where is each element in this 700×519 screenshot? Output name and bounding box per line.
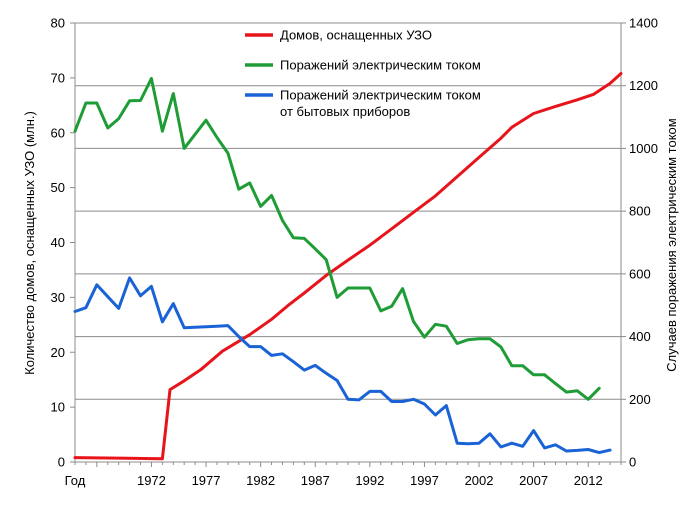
- right-y-axis: 0 200 400 600 800 1000 1200 1400: [621, 16, 658, 470]
- x-tick-label: 2007: [519, 473, 548, 488]
- right-tick-label: 1000: [629, 141, 658, 156]
- x-tick-label: 1992: [355, 473, 384, 488]
- left-tick-label: 40: [51, 235, 65, 250]
- left-tick-label: 60: [51, 125, 65, 140]
- x-tick-label: Год: [65, 473, 86, 488]
- left-tick-label: 70: [51, 70, 65, 85]
- left-tick-label: 10: [51, 400, 65, 415]
- x-tick-label: 2002: [465, 473, 494, 488]
- x-tick-label: 1987: [301, 473, 330, 488]
- right-tick-label: 600: [629, 266, 651, 281]
- right-tick-label: 0: [629, 455, 636, 470]
- left-y-axis: 0 10 20 30 40 50 60 70 80: [51, 16, 75, 470]
- left-tick-label: 30: [51, 290, 65, 305]
- x-tick-label: 1977: [192, 473, 221, 488]
- series-lines: [73, 72, 623, 461]
- x-tick-label: 1997: [410, 473, 439, 488]
- right-tick-label: 200: [629, 392, 651, 407]
- left-tick-label: 20: [51, 345, 65, 360]
- left-tick-label: 50: [51, 180, 65, 195]
- right-tick-label: 800: [629, 204, 651, 219]
- legend: Домов, оснащенных УЗО Поражений электриче…: [245, 28, 481, 119]
- left-tick-label: 80: [51, 16, 65, 31]
- gridlines: [75, 85, 621, 400]
- legend-label-3: Поражений электрическим током: [280, 88, 481, 103]
- legend-label-2: Поражений электрическим током: [280, 58, 481, 73]
- series-line-2: [73, 77, 601, 401]
- left-axis-title: Количество домов, оснащенных УЗО (млн.): [22, 111, 37, 375]
- x-tick-label: 1972: [137, 473, 166, 488]
- right-tick-label: 1400: [629, 16, 658, 31]
- x-tick-label: 1982: [246, 473, 275, 488]
- legend-label-1: Домов, оснащенных УЗО: [280, 28, 432, 43]
- legend-label-3-line2: от бытовых приборов: [280, 104, 410, 119]
- series-line-1: [73, 72, 623, 461]
- left-tick-label: 0: [58, 455, 65, 470]
- x-axis: Год 1972 1977 1982 1987 1992 1997 2002 2007 2012: [65, 462, 622, 488]
- x-tick-label: 2012: [574, 473, 603, 488]
- right-axis-title: Случаев поражения электрическим током: [664, 118, 679, 372]
- right-tick-label: 400: [629, 329, 651, 344]
- series-line-3: [73, 276, 612, 455]
- right-tick-label: 1200: [629, 78, 658, 93]
